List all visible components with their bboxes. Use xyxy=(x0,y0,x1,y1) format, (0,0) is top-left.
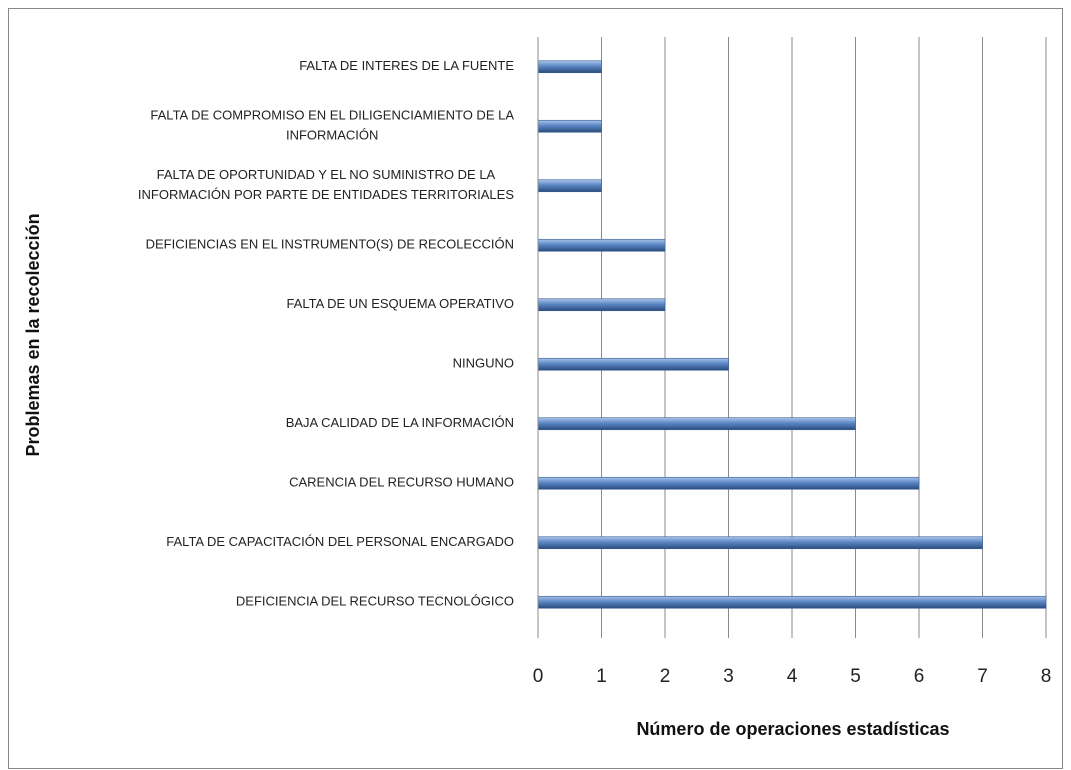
x-tick-label: 3 xyxy=(723,666,734,687)
y-tick-label: FALTA DE UN ESQUEMA OPERATIVO xyxy=(286,296,514,311)
chart-border xyxy=(8,8,1063,769)
bar xyxy=(537,595,1047,609)
x-tick-label: 7 xyxy=(977,666,988,687)
bar xyxy=(537,417,856,431)
y-tick-label: NINGUNO xyxy=(453,356,514,371)
y-tick-label: FALTA DE COMPROMISO EN EL DILIGENCIAMIEN… xyxy=(150,108,514,143)
x-tick-label: 5 xyxy=(850,666,861,687)
bar xyxy=(537,179,602,193)
x-tick-label: 2 xyxy=(660,666,671,687)
bar xyxy=(537,357,729,371)
y-tick-label: DEFICIENCIA DEL RECURSO TECNOLÓGICO xyxy=(236,594,514,609)
bar xyxy=(537,476,920,490)
bar xyxy=(537,119,602,133)
x-axis-title: Número de operaciones estadísticas xyxy=(636,719,949,739)
y-tick-label: FALTA DE INTERES DE LA FUENTE xyxy=(299,58,514,73)
y-tick-label: DEFICIENCIAS EN EL INSTRUMENTO(S) DE REC… xyxy=(146,237,514,252)
bar xyxy=(537,60,602,74)
y-axis-title: Problemas en la recolección xyxy=(23,213,43,456)
y-tick-label: CARENCIA DEL RECURSO HUMANO xyxy=(289,475,514,490)
x-tick-label: 0 xyxy=(533,666,544,687)
y-tick-label: BAJA CALIDAD DE LA INFORMACIÓN xyxy=(286,415,514,430)
bar xyxy=(537,238,666,252)
x-tick-label: 1 xyxy=(596,666,607,687)
x-tick-label: 4 xyxy=(787,666,798,687)
x-tick-label: 8 xyxy=(1041,666,1052,687)
y-tick-label: FALTA DE CAPACITACIÓN DEL PERSONAL ENCAR… xyxy=(166,534,514,549)
bar xyxy=(537,298,666,312)
x-tick-label: 6 xyxy=(914,666,925,687)
bar xyxy=(537,536,983,550)
y-tick-label: FALTA DE OPORTUNIDAD Y EL NO SUMINISTRO … xyxy=(138,167,514,202)
